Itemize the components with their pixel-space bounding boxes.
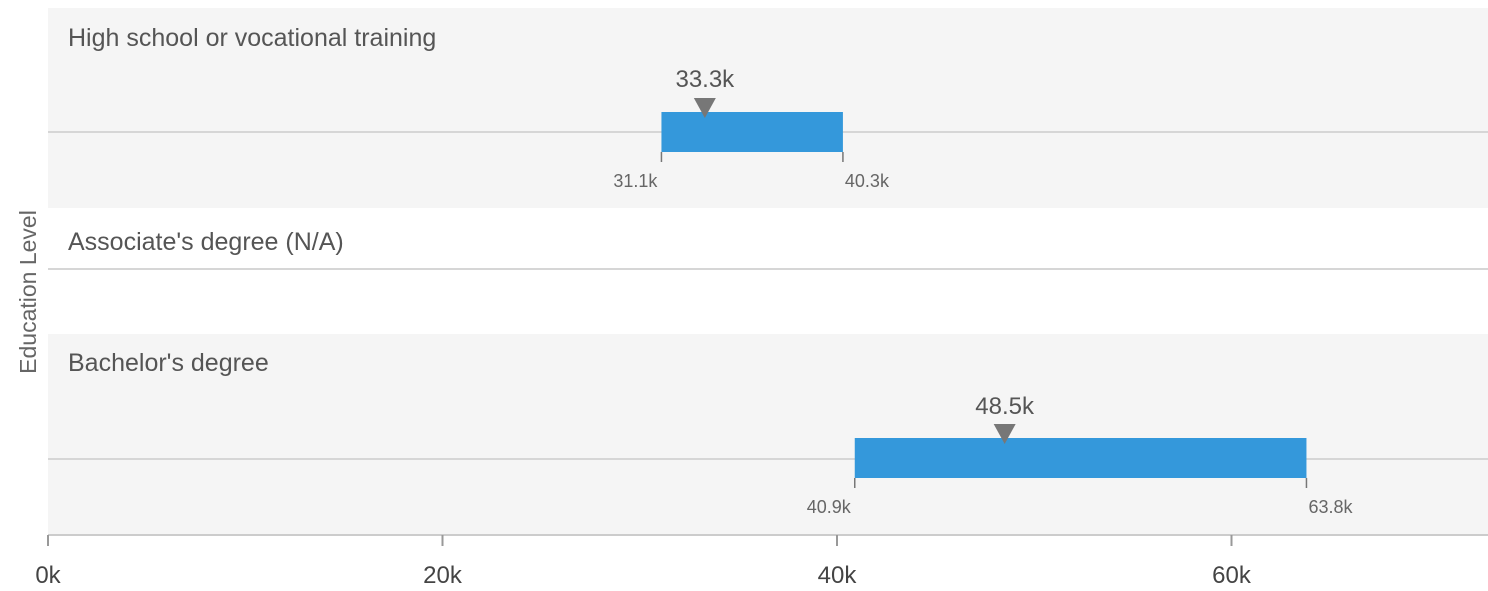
category-label: Associate's degree (N/A) [68,228,344,256]
x-tick-label: 60k [1212,562,1252,589]
category-1: High school or vocational training 31.1k 4… [48,8,1488,208]
range-low-label: 31.1k [613,171,658,191]
median-marker [693,98,716,118]
category-label: Bachelor's degree [68,349,269,377]
range-low-label: 40.9k [807,497,852,517]
category-band-background [48,334,1488,534]
x-tick-label: 20k [423,562,463,589]
range-bar [854,438,1307,478]
x-tick-label: 0k [35,562,61,589]
category-bands: High school or vocational training 31.1k 4… [48,8,1488,534]
range-bar [661,112,843,152]
x-axis: 0k 20k 40k 60k [35,534,1488,589]
median-label: 48.5k [975,393,1035,420]
median-marker [993,424,1016,444]
median-label: 33.3k [675,66,735,93]
range-high-label: 40.3k [845,171,890,191]
x-tick-label: 40k [818,562,858,589]
category-2: Associate's degree (N/A) [48,228,1488,270]
category-band-background [48,8,1488,208]
category-3: Bachelor's degree 40.9k 63.8k 48.5k [48,334,1488,534]
y-axis-title: Education Level [15,210,41,374]
range-high-label: 63.8k [1308,497,1353,517]
category-label: High school or vocational training [68,24,436,52]
